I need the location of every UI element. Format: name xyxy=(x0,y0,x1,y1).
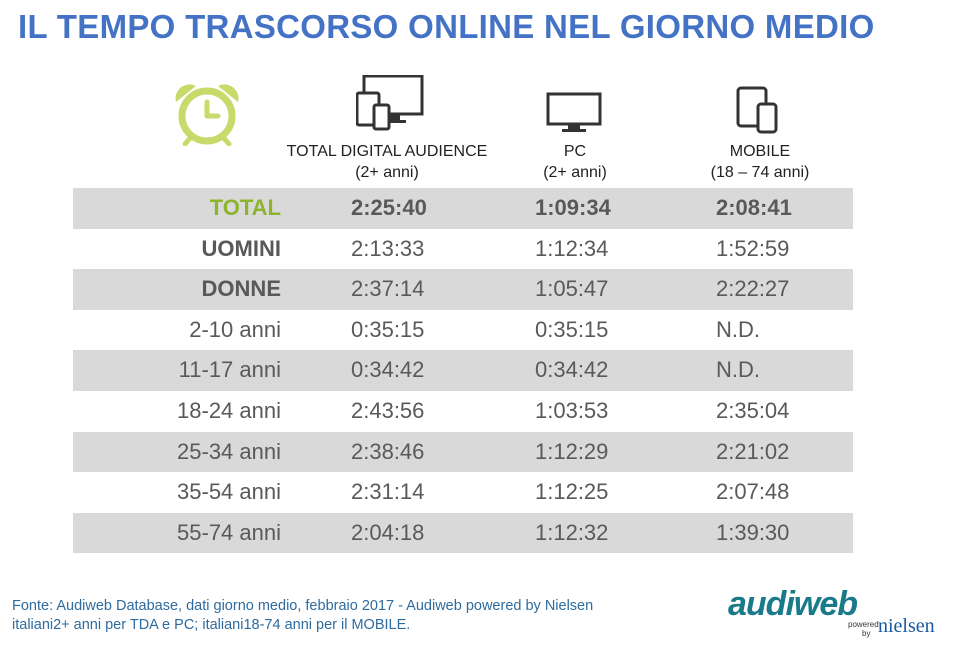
table-row: 11-17 anni 0:34:42 0:34:42 N.D. xyxy=(73,350,853,391)
column-sub: (2+ anni) xyxy=(543,164,607,181)
mobile-tablet-icon xyxy=(736,86,778,134)
column-name: MOBILE xyxy=(729,143,791,160)
devices-icon xyxy=(356,75,424,131)
row-label: 18-24 anni xyxy=(177,397,281,423)
row-label: TOTAL xyxy=(209,195,281,220)
row-label: 25-34 anni xyxy=(177,438,281,464)
tda-value: 2:43:56 xyxy=(351,397,425,423)
tda-value: 2:13:33 xyxy=(351,235,425,261)
source-line-2: italiani2+ anni per TDA e PC; italiani18… xyxy=(12,617,411,633)
logo-brand: audiweb xyxy=(728,585,858,623)
mobile-value: 2:07:48 xyxy=(716,479,790,505)
mobile-value: 2:22:27 xyxy=(716,276,790,302)
table-row: UOMINI 2:13:33 1:12:34 1:52:59 xyxy=(73,229,853,270)
pc-value: 0:35:15 xyxy=(535,316,609,342)
mobile-value: 1:39:30 xyxy=(716,519,790,545)
pc-value: 1:03:53 xyxy=(535,397,609,423)
pc-value: 0:34:42 xyxy=(535,357,609,383)
table-row: 55-74 anni 2:04:18 1:12:32 1:39:30 xyxy=(73,512,853,554)
mobile-value: 2:08:41 xyxy=(716,195,792,220)
logo-powered-by: powered by xyxy=(848,620,879,638)
row-label: UOMINI xyxy=(201,235,281,261)
row-label: 55-74 anni xyxy=(177,519,281,545)
tda-value: 2:04:18 xyxy=(351,519,425,545)
pc-value: 1:05:47 xyxy=(535,276,609,302)
column-header-pc: PC (2+ anni) xyxy=(520,141,630,183)
table-row: TOTAL 2:25:40 1:09:34 2:08:41 xyxy=(73,188,853,229)
table-row: 25-34 anni 2:38:46 1:12:29 2:21:02 xyxy=(73,431,853,473)
audiweb-nielsen-logo: audiweb powered by nielsen xyxy=(728,585,953,643)
table-row: 2-10 anni 0:35:15 0:35:15 N.D. xyxy=(73,310,853,351)
row-label: DONNE xyxy=(201,276,281,302)
column-header-mobile: MOBILE (18 – 74 anni) xyxy=(690,141,830,183)
table-row: 35-54 anni 2:31:14 1:12:25 2:07:48 xyxy=(73,472,853,513)
monitor-icon xyxy=(546,92,602,132)
source-line-1: Fonte: Audiweb Database, dati giorno med… xyxy=(12,598,594,614)
mobile-value: 2:21:02 xyxy=(716,438,790,464)
tda-value: 0:35:15 xyxy=(351,316,425,342)
source-note: Fonte: Audiweb Database, dati giorno med… xyxy=(12,597,593,635)
column-name: TOTAL DIGITAL AUDIENCE xyxy=(286,143,488,160)
tda-value: 2:37:14 xyxy=(351,276,425,302)
time-online-table: TOTAL 2:25:40 1:09:34 2:08:41 UOMINI 2:1… xyxy=(73,188,853,554)
tda-value: 0:34:42 xyxy=(351,357,425,383)
logo-by: by xyxy=(862,629,871,638)
mobile-value: 1:52:59 xyxy=(716,235,790,261)
tda-value: 2:25:40 xyxy=(351,195,427,220)
mobile-value: N.D. xyxy=(716,316,760,342)
row-label: 35-54 anni xyxy=(177,479,281,505)
column-header-tda: TOTAL DIGITAL AUDIENCE (2+ anni) xyxy=(280,141,494,183)
pc-value: 1:12:29 xyxy=(535,438,609,464)
table-row: DONNE 2:37:14 1:05:47 2:22:27 xyxy=(73,269,853,310)
pc-value: 1:12:34 xyxy=(535,235,609,261)
column-sub: (18 – 74 anni) xyxy=(710,164,810,181)
row-label: 2-10 anni xyxy=(189,316,281,342)
alarm-clock-icon xyxy=(175,84,239,146)
tda-value: 2:38:46 xyxy=(351,438,425,464)
logo-powered: powered xyxy=(848,620,879,629)
logo-partner: nielsen xyxy=(878,615,935,637)
table-row: 18-24 anni 2:43:56 1:03:53 2:35:04 xyxy=(73,391,853,432)
pc-value: 1:09:34 xyxy=(535,195,611,220)
pc-value: 1:12:25 xyxy=(535,479,609,505)
column-sub: (2+ anni) xyxy=(355,164,419,181)
tda-value: 2:31:14 xyxy=(351,479,425,505)
mobile-value: N.D. xyxy=(716,357,760,383)
row-label: 11-17 anni xyxy=(178,357,281,383)
column-name: PC xyxy=(563,143,587,160)
page-title: IL TEMPO TRASCORSO ONLINE NEL GIORNO MED… xyxy=(18,8,875,45)
mobile-value: 2:35:04 xyxy=(716,397,790,423)
pc-value: 1:12:32 xyxy=(535,519,609,545)
